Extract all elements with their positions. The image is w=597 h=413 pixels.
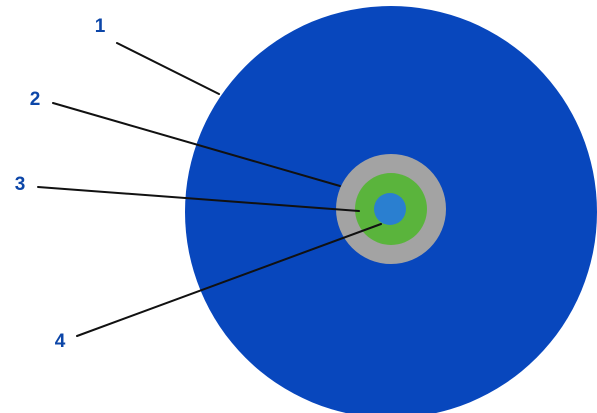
leader-line-3 xyxy=(37,186,360,212)
layer-4-blue-core xyxy=(374,193,406,225)
callout-number-2: 2 xyxy=(30,89,41,110)
callout-number-1: 1 xyxy=(95,16,106,37)
callout-number-3: 3 xyxy=(15,174,26,195)
leader-line-1 xyxy=(116,42,220,95)
callout-number-4: 4 xyxy=(55,331,66,352)
leader-line-2 xyxy=(52,102,341,187)
leader-line-4 xyxy=(76,223,382,337)
